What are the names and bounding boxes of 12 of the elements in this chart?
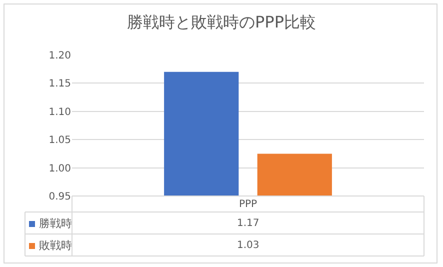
y-tick-label: 1.00 bbox=[48, 163, 71, 174]
text: 1.17 bbox=[237, 218, 260, 229]
y-tick-label: 1.05 bbox=[48, 135, 71, 146]
y-tick-label: 1.20 bbox=[48, 50, 71, 62]
legend-label: 勝戦時 bbox=[39, 217, 72, 230]
chart-title: 勝戦時と敗戦時のPPP比較 bbox=[127, 12, 316, 32]
x-tick-label: PPP bbox=[239, 199, 258, 210]
legend-label: 敗戦時 bbox=[39, 239, 72, 252]
text: 1.03 bbox=[237, 240, 260, 251]
y-tick-label: 1.10 bbox=[48, 106, 71, 118]
y-tick-label: 1.15 bbox=[48, 78, 71, 90]
y-tick-label: 0.95 bbox=[48, 192, 71, 202]
